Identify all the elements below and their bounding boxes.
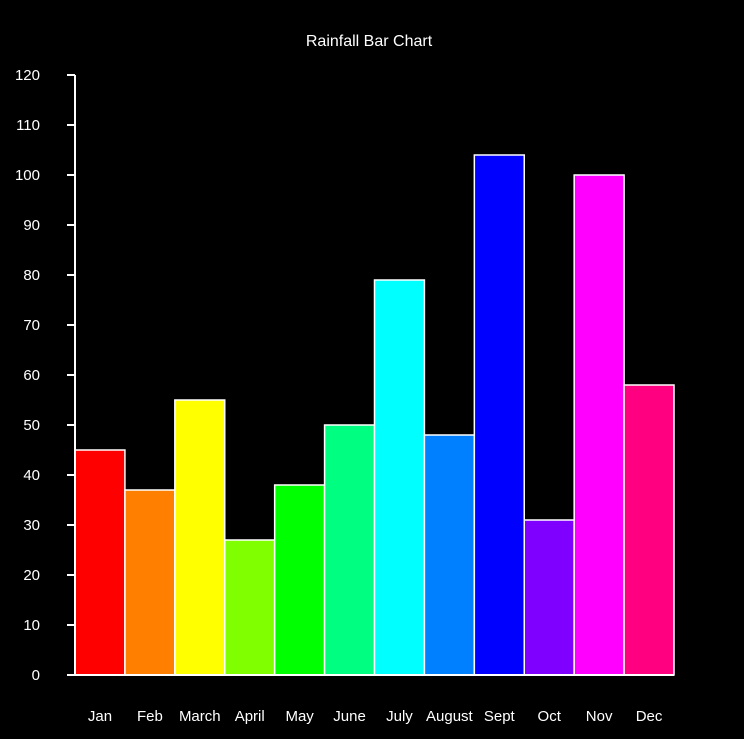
x-axis-labels: Jan Feb March April May June July August Sept Oct…	[88, 708, 663, 725]
y-tick-label: 90	[23, 217, 40, 234]
x-tick-label: June	[333, 708, 366, 725]
x-tick-label: Nov	[586, 708, 613, 725]
x-tick-label: August	[426, 708, 474, 725]
bar-april	[224, 539, 276, 676]
bars	[74, 154, 675, 676]
y-tick-label: 50	[23, 417, 40, 434]
bar-august	[423, 434, 476, 676]
x-tick-label: July	[386, 708, 413, 725]
x-tick-label: Feb	[137, 708, 163, 725]
y-tick-label: 110	[16, 117, 40, 134]
y-tick-label: 80	[23, 267, 40, 284]
x-tick-label: Jan	[88, 708, 112, 725]
x-tick-label: Sept	[484, 708, 516, 725]
y-tick-label: 0	[32, 667, 40, 684]
bar-may	[273, 484, 326, 676]
y-tick-label: 10	[23, 617, 40, 634]
chart-title: Rainfall Bar Chart	[306, 33, 433, 50]
bar-jan	[74, 449, 126, 676]
y-tick-label: 20	[23, 567, 40, 584]
bar-june	[323, 424, 376, 676]
x-tick-label: March	[179, 708, 221, 725]
x-tick-label: Oct	[538, 708, 562, 725]
x-tick-label: April	[235, 708, 265, 725]
x-tick-label: May	[285, 708, 314, 725]
bar-oct	[523, 519, 575, 676]
y-tick-label: 100	[15, 167, 40, 184]
bar-dec	[623, 384, 675, 676]
bar-feb	[124, 489, 176, 676]
y-axis: 0 10 20 30 40 50 60 70 80 90 100 110 120	[15, 67, 75, 684]
y-tick-label: 30	[23, 517, 40, 534]
bar-march	[174, 399, 226, 676]
y-tick-label: 120	[15, 67, 40, 84]
y-tick-label: 70	[23, 317, 40, 334]
bar-july	[373, 279, 426, 676]
bar-sept	[473, 154, 526, 676]
x-tick-label: Dec	[636, 708, 663, 725]
y-tick-label: 40	[23, 467, 40, 484]
y-tick-label: 60	[23, 367, 40, 384]
bar-nov	[573, 174, 625, 676]
